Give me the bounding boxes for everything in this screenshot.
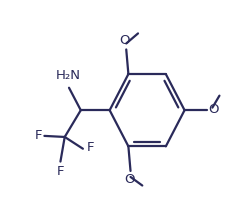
Text: F: F — [87, 141, 94, 154]
Text: O: O — [119, 34, 130, 47]
Text: O: O — [209, 103, 219, 116]
Text: H₂N: H₂N — [55, 69, 80, 82]
Text: O: O — [124, 173, 135, 186]
Text: F: F — [34, 129, 42, 142]
Text: F: F — [57, 165, 64, 178]
